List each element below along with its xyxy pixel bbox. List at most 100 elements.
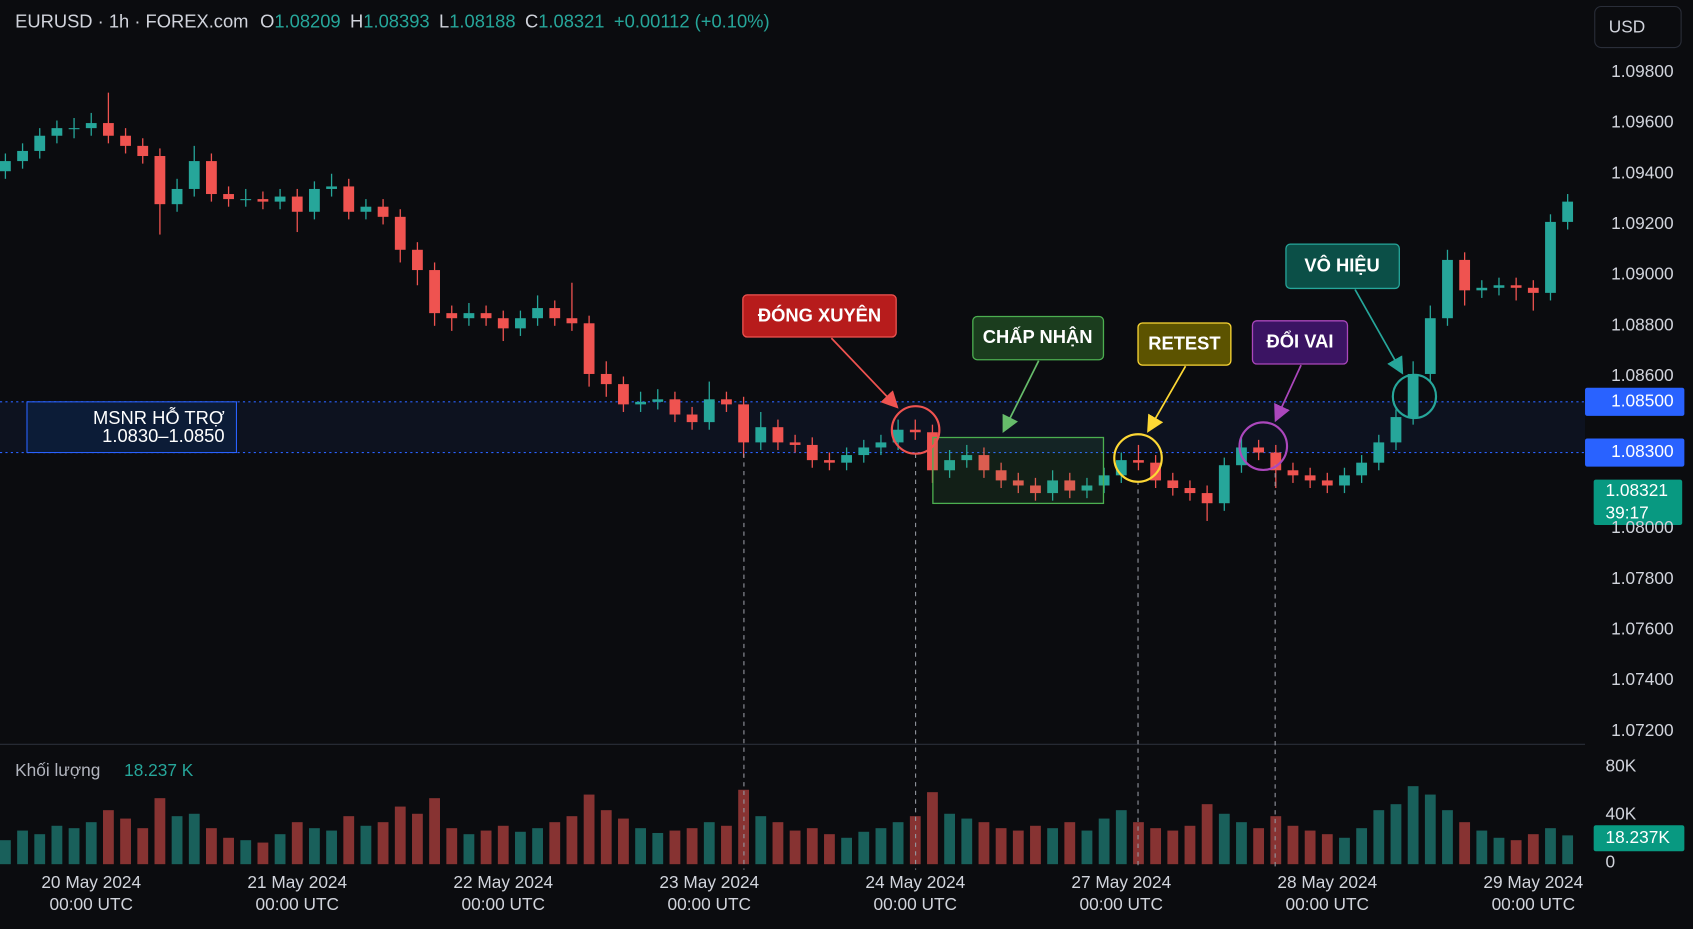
volume-bar — [1527, 834, 1539, 865]
candle-body — [1527, 287, 1539, 293]
candle-body — [326, 186, 337, 189]
candle-body — [137, 145, 149, 157]
candle-body — [1510, 285, 1522, 288]
volume-bar — [1407, 786, 1419, 865]
price-tag-label: 1.08300 — [1611, 441, 1673, 461]
volume-bar — [85, 822, 97, 865]
volume-bar — [1167, 830, 1179, 865]
volume-bar — [944, 813, 956, 865]
volume-bar — [1459, 822, 1471, 865]
volume-bar — [171, 816, 183, 865]
last-price: 1.08321 — [1606, 480, 1668, 500]
price-tag — [1585, 387, 1685, 416]
candle-body — [944, 460, 956, 471]
annotation-box — [1137, 322, 1232, 366]
volume-bar — [1424, 794, 1436, 865]
candle-body — [1459, 259, 1471, 291]
candle-body — [103, 123, 114, 136]
candle-body — [1150, 462, 1162, 481]
ohlc-value: 1.08321 — [538, 11, 604, 32]
x-tick-label: 21 May 2024 — [247, 872, 347, 892]
volume-bar — [1184, 825, 1196, 865]
volume-bar — [1218, 813, 1230, 865]
candle-body — [549, 308, 561, 319]
ohlc-label: H — [350, 11, 363, 32]
ohlc-label: C — [525, 11, 538, 32]
x-tick-sublabel: 00:00 UTC — [1080, 894, 1163, 914]
volume-bar — [497, 825, 509, 865]
x-tick-label: 24 May 2024 — [865, 872, 965, 892]
candle-body — [995, 470, 1007, 481]
zone-box — [26, 401, 237, 454]
volume-bar — [463, 834, 475, 865]
volume-bar — [1115, 810, 1127, 865]
candle-body — [1356, 462, 1368, 476]
volume-bar — [68, 828, 80, 865]
candle-body — [600, 373, 612, 385]
candle-body — [360, 206, 372, 212]
volume-bar — [566, 816, 578, 865]
y-tick-label: 1.09800 — [1611, 61, 1673, 81]
candle-body — [497, 318, 509, 329]
highlight-circle — [890, 405, 941, 455]
volume-bar — [188, 813, 200, 865]
highlight-circle — [1238, 421, 1289, 471]
volume-tag-label: 18.237K — [1606, 827, 1671, 847]
candle-body — [1098, 475, 1110, 486]
change: +0.00112 (+0.10%) — [614, 11, 770, 32]
annotation-label: CHẤP NHẬN — [983, 326, 1093, 347]
candle-body — [463, 313, 475, 319]
candle-body — [1476, 287, 1488, 291]
x-tick-sublabel: 00:00 UTC — [49, 894, 132, 914]
x-tick-sublabel: 00:00 UTC — [1492, 894, 1575, 914]
candle-body — [154, 156, 166, 205]
candle-body — [1545, 221, 1556, 293]
candle-body — [1562, 201, 1574, 222]
volume-legend-value: 18.237 K — [124, 760, 194, 780]
y-tick-label: 1.07400 — [1611, 669, 1673, 689]
candle-body — [1218, 465, 1230, 504]
candle-body — [188, 161, 200, 189]
volume-bar — [927, 792, 938, 865]
candle-body — [34, 135, 46, 151]
volume-bar — [429, 798, 440, 865]
volume-bar — [1098, 818, 1110, 865]
candle-body — [875, 442, 887, 448]
candle-body — [1167, 480, 1179, 489]
y-tick-label: 1.07200 — [1611, 720, 1673, 740]
volume-bar — [377, 822, 389, 865]
price-tag — [1585, 438, 1685, 467]
volume-bar — [858, 831, 870, 865]
arrow — [1274, 364, 1302, 423]
volume-bar — [360, 825, 372, 865]
volume-bar — [1236, 822, 1247, 865]
volume-bar — [1356, 828, 1368, 865]
x-tick-label: 29 May 2024 — [1483, 872, 1583, 892]
candle-body — [1304, 475, 1316, 481]
volume-bar — [875, 828, 887, 865]
volume-tick-label: 80K — [1606, 756, 1637, 776]
volume-bar — [772, 822, 784, 865]
currency-button[interactable] — [1594, 5, 1682, 49]
candle-body — [257, 199, 269, 202]
volume-bar — [909, 816, 921, 865]
candle-body — [1081, 485, 1093, 491]
annotation-label: RETEST — [1148, 332, 1221, 353]
volume-bar — [978, 822, 990, 865]
volume-bar — [1339, 837, 1350, 865]
volume-bar — [1150, 828, 1162, 865]
candle-body — [515, 318, 526, 329]
volume-bar — [1373, 810, 1385, 865]
volume-bar — [137, 828, 149, 865]
volume-bar — [34, 834, 46, 865]
candle-body — [274, 196, 286, 202]
symbol: EURUSD · 1h · FOREX.com — [15, 11, 248, 32]
acceptance-box — [932, 436, 1105, 505]
candle-body — [1201, 493, 1213, 504]
x-tick-label: 22 May 2024 — [453, 872, 553, 892]
volume-bar — [0, 840, 11, 865]
x-tick-label: 28 May 2024 — [1277, 872, 1377, 892]
candle-body — [394, 216, 406, 250]
arrow — [1002, 360, 1040, 434]
candle-body — [1270, 452, 1282, 471]
